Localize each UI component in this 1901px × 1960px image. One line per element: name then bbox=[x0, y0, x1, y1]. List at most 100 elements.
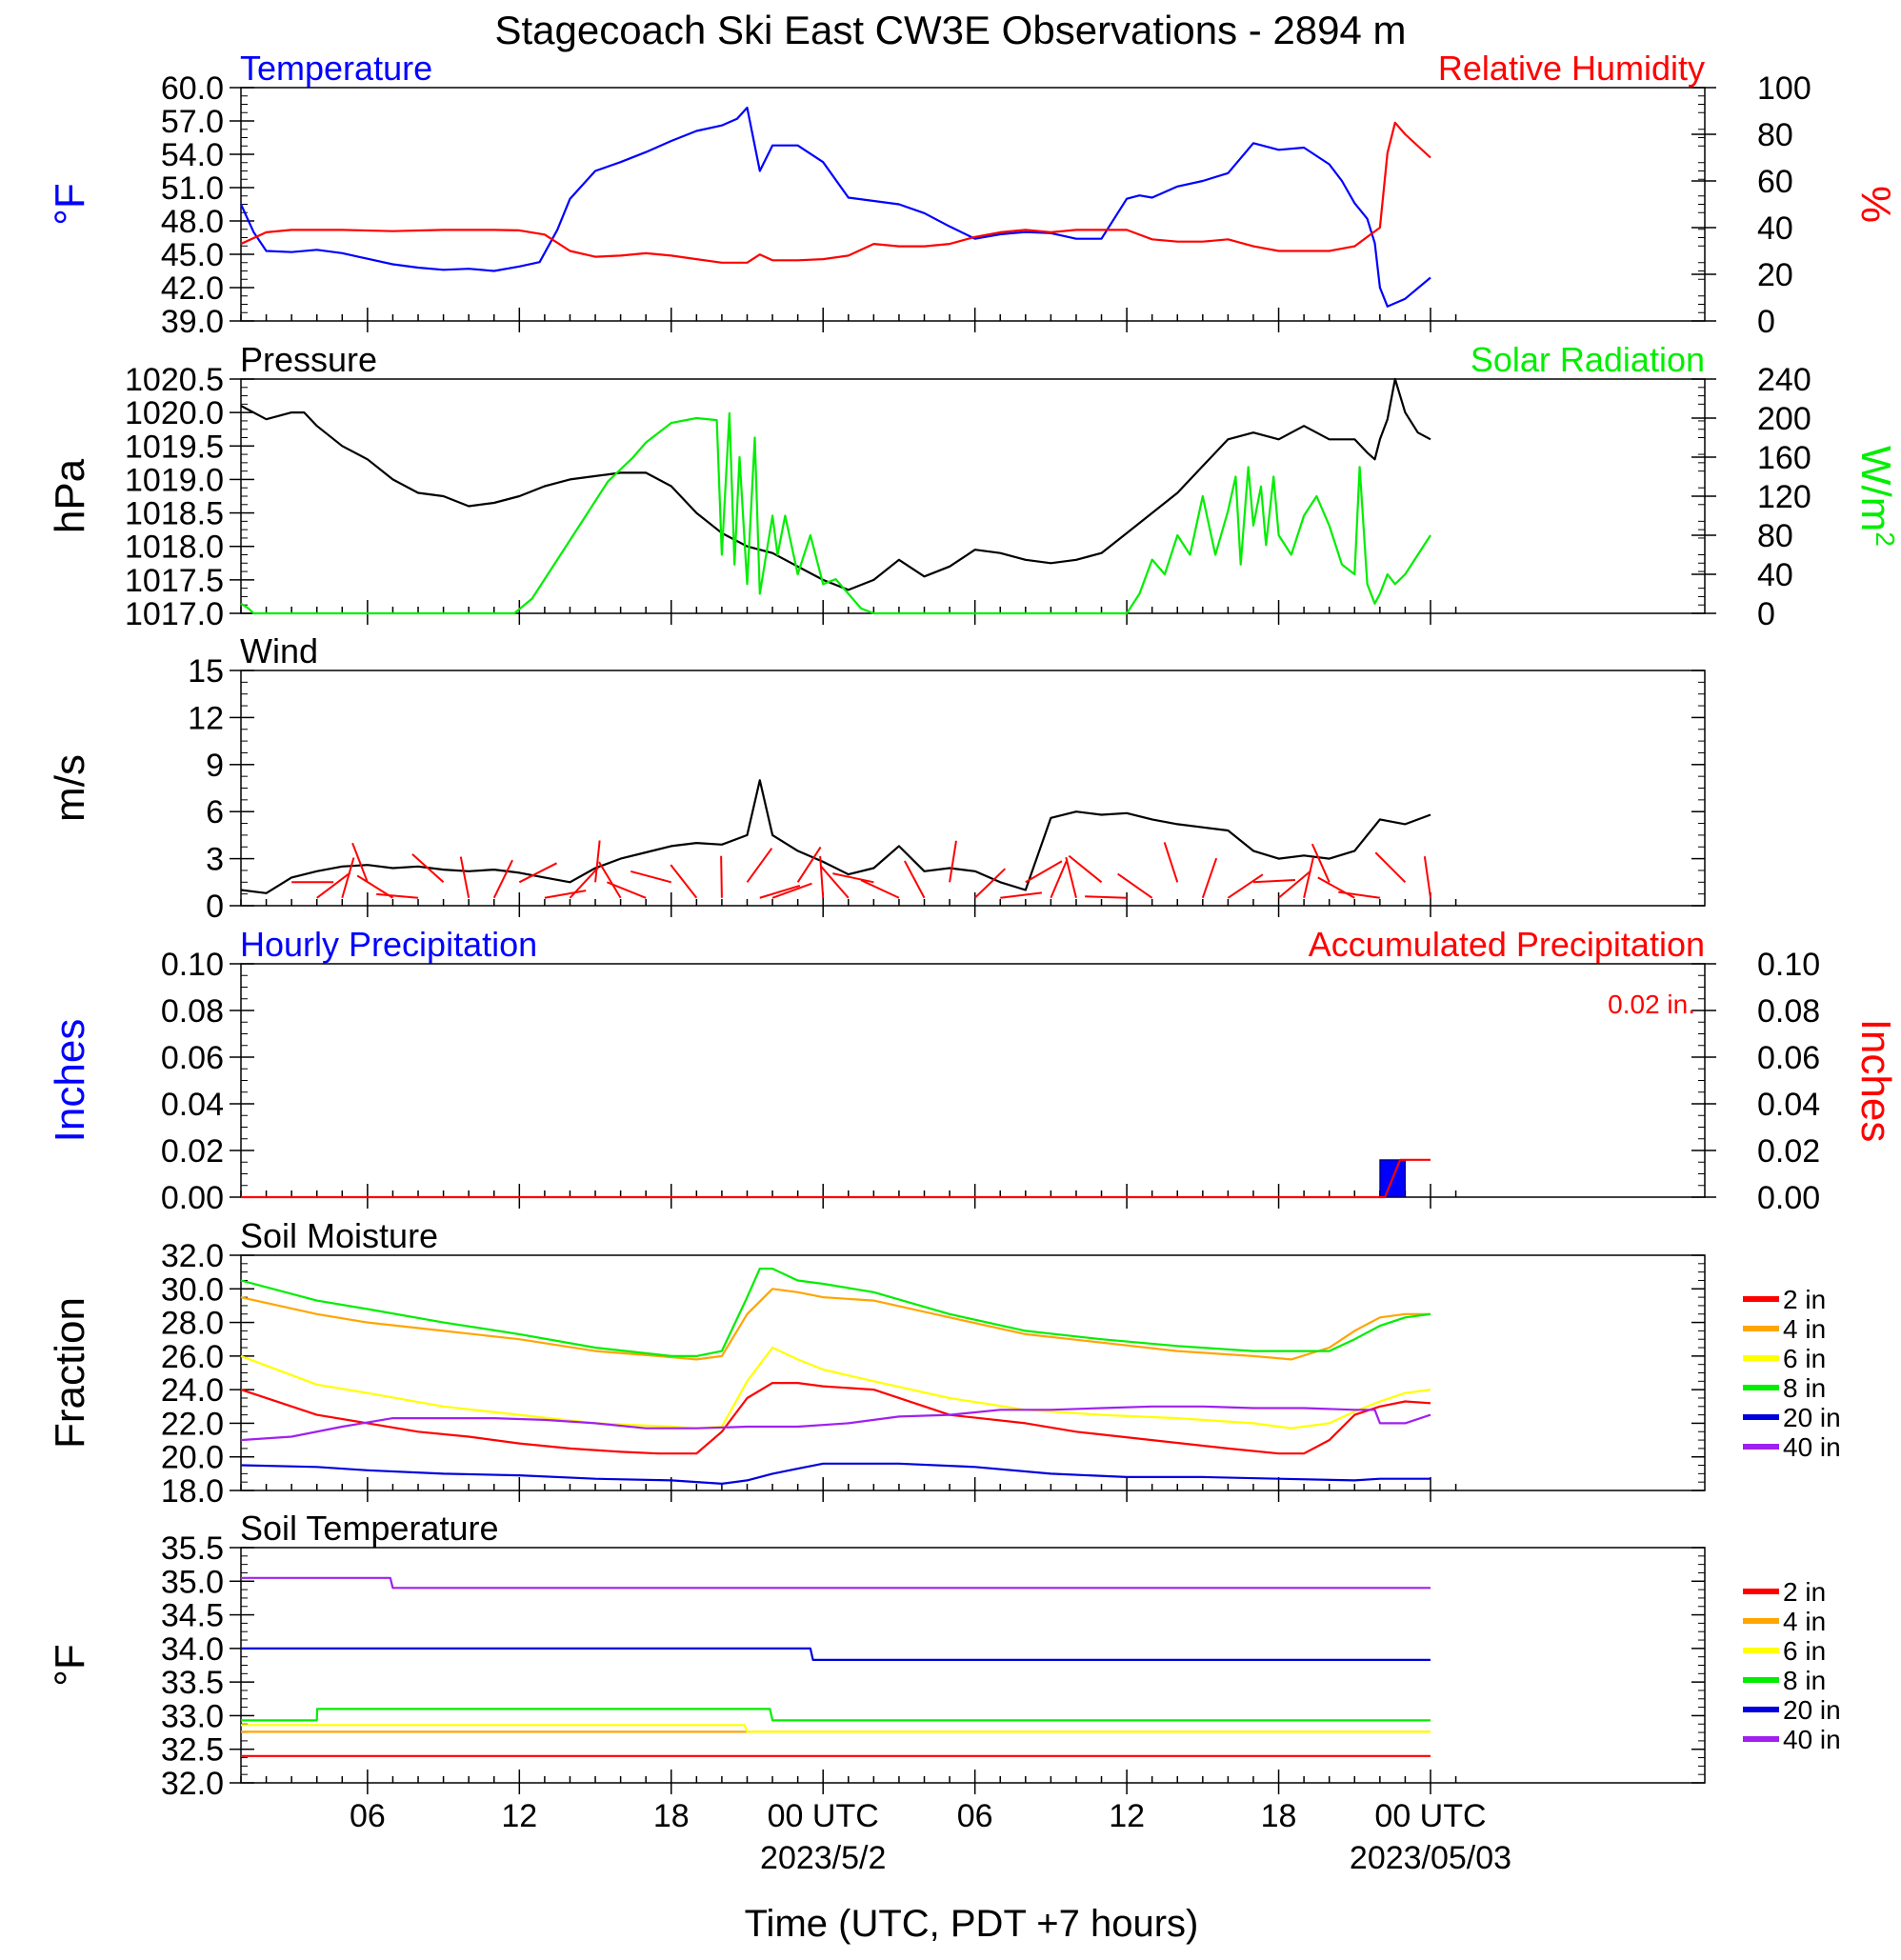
y-tick-label-left: 3 bbox=[206, 842, 224, 878]
wind-barb bbox=[569, 866, 600, 899]
y-tick-label-left: 33.0 bbox=[161, 1698, 224, 1734]
series-line-4-in bbox=[240, 1288, 1431, 1361]
x-tick-label: 12 bbox=[501, 1798, 537, 1834]
wind-barb bbox=[903, 860, 926, 899]
y-tick-label-left: 26.0 bbox=[161, 1339, 224, 1375]
y-tick-label-left: 1020.5 bbox=[125, 362, 224, 398]
wind-barb bbox=[598, 861, 622, 899]
panel-title-left: Temperature bbox=[240, 49, 432, 88]
y-tick-label-right: 100 bbox=[1757, 70, 1811, 107]
wind-barb bbox=[1277, 870, 1311, 899]
wind-barb bbox=[1252, 878, 1295, 884]
precip-total-label: 0.02 in. bbox=[1608, 990, 1695, 1019]
legend-label: 8 in bbox=[1783, 1373, 1826, 1403]
wind-barb bbox=[459, 856, 470, 898]
panel-title-left: Wind bbox=[240, 631, 318, 670]
y-axis-label-left: hPa bbox=[47, 458, 93, 533]
wind-barb bbox=[411, 853, 445, 884]
wind-barb bbox=[376, 892, 419, 899]
wind-barb bbox=[351, 842, 369, 883]
y-tick-label-right: 20 bbox=[1757, 257, 1793, 293]
y-axis-label-left: Inches bbox=[47, 1019, 93, 1143]
y-tick-label-left: 35.5 bbox=[161, 1530, 224, 1567]
y-tick-label-left: 1020.0 bbox=[125, 395, 224, 431]
y-tick-label-left: 6 bbox=[206, 794, 224, 830]
wind-barb bbox=[670, 864, 698, 899]
series-line-6-in bbox=[241, 1724, 1431, 1733]
y-axis-label-right: % bbox=[1852, 186, 1899, 223]
y-tick-label-left: 0.06 bbox=[161, 1040, 224, 1076]
legend-label: 20 in bbox=[1783, 1403, 1841, 1432]
y-tick-label-left: 39.0 bbox=[161, 304, 224, 340]
y-tick-label-left: 34.5 bbox=[161, 1598, 224, 1634]
series-line-1-1 bbox=[240, 411, 1431, 615]
y-tick-label-left: 0.02 bbox=[161, 1133, 224, 1170]
series-line-2-0 bbox=[240, 779, 1431, 894]
wind-barb bbox=[1303, 856, 1314, 898]
panel-title-left: Pressure bbox=[240, 340, 377, 379]
y-tick-label-right: 120 bbox=[1757, 479, 1811, 515]
x-tick-label: 06 bbox=[350, 1798, 386, 1834]
y-tick-label-right: 0.08 bbox=[1757, 993, 1820, 1030]
panel-title-left: Hourly Precipitation bbox=[240, 925, 537, 964]
series-line-0-0 bbox=[239, 106, 1431, 308]
y-tick-label-right: 0.02 bbox=[1757, 1133, 1820, 1170]
legend-label: 40 in bbox=[1783, 1725, 1841, 1754]
panel-title-right: Relative Humidity bbox=[1438, 49, 1705, 88]
legend-label: 2 in bbox=[1783, 1285, 1826, 1314]
y-axis-label-right: Inches bbox=[1852, 1019, 1899, 1143]
y-tick-label-right: 240 bbox=[1757, 362, 1811, 398]
panel-2: 1017.01017.51018.01018.51019.01019.51020… bbox=[47, 340, 1901, 632]
y-axis-label-right: W/m2 bbox=[1852, 446, 1901, 547]
legend-label: 8 in bbox=[1783, 1666, 1826, 1695]
wind-barb bbox=[1025, 860, 1063, 884]
x-tick-label: 12 bbox=[1109, 1798, 1145, 1834]
legend-label: 6 in bbox=[1783, 1636, 1826, 1666]
wind-barb bbox=[1065, 856, 1077, 899]
x-tick-label: 00 UTC bbox=[1374, 1798, 1486, 1834]
panel-title-right: Solar Radiation bbox=[1471, 340, 1705, 379]
chart-title: Stagecoach Ski East CW3E Observations - … bbox=[494, 8, 1406, 52]
wind-barb bbox=[1068, 854, 1103, 884]
panel-4: 0.00 0.02 0.04 0.06 0.08 0.10 0.00 0.02 0.04 0.06… bbox=[47, 925, 1899, 1216]
y-tick-label-left: 57.0 bbox=[161, 104, 224, 140]
y-axis-label-left: °F bbox=[47, 1644, 93, 1686]
wind-barb bbox=[1201, 857, 1218, 899]
y-tick-label-left: 51.0 bbox=[161, 170, 224, 207]
legend-label: 20 in bbox=[1783, 1695, 1841, 1725]
y-tick-label-right: 0.00 bbox=[1757, 1180, 1820, 1216]
wind-barb bbox=[316, 871, 351, 899]
series-line-8-in bbox=[241, 1708, 1431, 1722]
y-tick-label-left: 32.5 bbox=[161, 1732, 224, 1769]
panel-frame bbox=[240, 87, 1706, 322]
wind-barb bbox=[607, 881, 647, 899]
y-tick-label-right: 0 bbox=[1757, 304, 1775, 340]
series-line-6-in bbox=[240, 1346, 1431, 1430]
legend-label: 2 in bbox=[1783, 1577, 1826, 1607]
wind-barb bbox=[860, 879, 900, 899]
x-date-label: 2023/5/2 bbox=[760, 1840, 886, 1876]
wind-barb bbox=[832, 872, 874, 884]
y-tick-label-left: 1019.5 bbox=[125, 429, 224, 465]
wind-barb bbox=[1085, 895, 1128, 899]
wind-barb bbox=[1374, 851, 1407, 884]
wind-barb bbox=[492, 859, 513, 899]
y-tick-label-left: 9 bbox=[206, 748, 224, 784]
y-tick-label-left: 35.0 bbox=[161, 1564, 224, 1600]
wind-barb bbox=[949, 840, 957, 883]
y-tick-label-right: 160 bbox=[1757, 440, 1811, 476]
wind-barb bbox=[820, 865, 850, 899]
y-tick-label-left: 32.0 bbox=[161, 1766, 224, 1802]
x-axis: 06 12 18 00 UTC 2023/5/2 06 12 18 00 UTC 2023/05/… bbox=[350, 1798, 1511, 1876]
y-tick-label-left: 1017.5 bbox=[125, 563, 224, 599]
y-tick-label-left: 20.0 bbox=[161, 1440, 224, 1476]
y-tick-label-left: 0 bbox=[206, 889, 224, 925]
y-tick-label-left: 15 bbox=[188, 653, 224, 690]
wind-barb bbox=[1311, 843, 1331, 883]
series-line-8-in bbox=[240, 1268, 1431, 1357]
wind-barb bbox=[1117, 872, 1153, 899]
y-tick-label-right: 200 bbox=[1757, 401, 1811, 437]
wind-barb bbox=[630, 870, 672, 884]
